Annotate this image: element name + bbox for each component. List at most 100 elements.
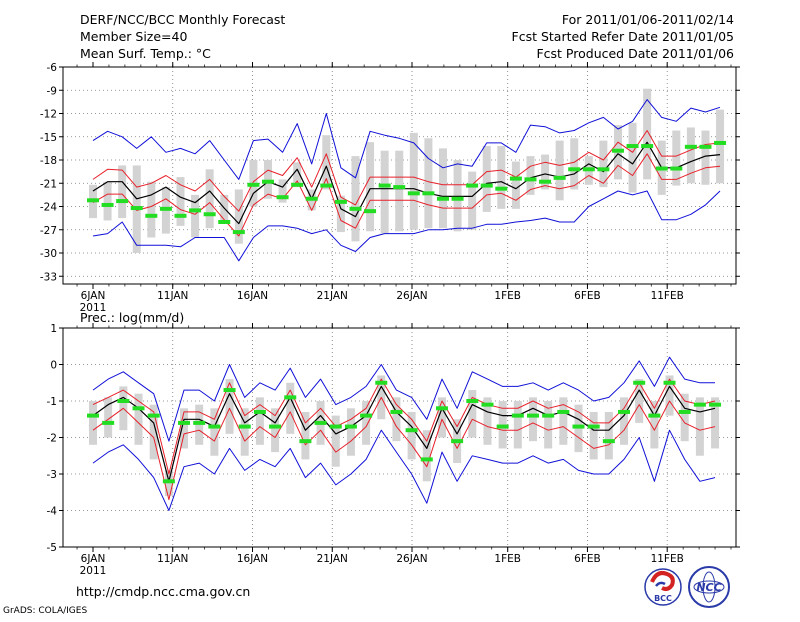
spread-bar [695,397,704,456]
spread-bar [225,379,234,434]
y-tick-label: -2 [47,433,57,445]
observed-mark [597,167,610,172]
spread-bar [438,148,447,229]
observed-mark [626,144,639,149]
spread-bar [395,150,404,232]
observed-mark [509,176,522,181]
precipitation-observed-marks [87,380,722,484]
observed-mark [364,209,377,214]
ensemble-mean-line [92,141,721,225]
x-tick-label: 6FEB [574,553,601,565]
spread-bar [422,430,431,482]
y-tick-label: -21 [40,178,57,190]
y-tick-label: -1 [47,396,57,408]
x-year-label: 2011 [80,565,107,577]
observed-mark [193,420,206,425]
observed-mark [526,413,539,418]
y-tick-label: 1 [50,323,57,335]
observed-mark [218,220,231,224]
spread-bar [620,397,629,445]
x-tick-label: 11FEB [651,553,684,565]
precipitation-panel: 1 0 -1 -2 -3 -4 -5 6JAN 11JAN 16JAN 21JAN 26JAN 1FEB… [47,323,740,577]
y-tick-label: -30 [40,248,57,260]
x-year-label: 2011 [80,302,107,314]
observed-mark [648,413,661,418]
observed-mark [360,413,373,418]
precipitation-lines [92,356,716,511]
observed-mark [572,424,585,429]
spread-bar [711,397,720,449]
spread-bar [497,146,506,209]
temperature-axes: -6 -9 -12 -15 -18 -21 -24 -27 -30 -33 6JAN 11JAN 16J… [40,62,740,314]
observed-mark [378,183,391,188]
spread-bar [650,401,659,449]
spread-bar [407,411,416,460]
observed-mark [602,439,615,444]
ncc-logo: NCC [688,566,730,608]
observed-mark [117,399,130,403]
spread-bar [589,411,598,460]
spread-bar [599,140,608,188]
spread-bar [570,138,579,190]
ensemble-mean-line [92,385,716,482]
observed-mark [269,424,282,429]
ensemble-min-line [92,429,716,511]
temperature-panel: -6 -9 -12 -15 -18 -21 -24 -27 -30 -33 6JAN 11JAN 16J… [40,62,740,314]
spread-bar [482,146,491,212]
observed-mark [87,198,99,203]
spread-bar [511,161,520,209]
spread-bar [134,393,143,445]
observed-mark [511,413,524,418]
observed-mark [159,206,172,211]
chart-title: DERF/NCC/BCC Monthly Forecast [80,12,285,27]
observed-mark [684,144,697,149]
source-url[interactable]: http://cmdp.ncc.cma.gov.cn [76,584,250,599]
x-tick-label: 21JAN [317,290,348,302]
variable-label: Mean Surf. Temp.: °C [80,46,211,61]
observed-mark [320,183,333,188]
observed-mark [495,186,508,191]
observed-mark [87,413,99,418]
spread-bar [176,177,185,226]
observed-mark [496,424,509,429]
x-tick-label: 6JAN [81,290,106,302]
spread-bar [559,397,568,445]
observed-mark [299,439,312,444]
spread-bar [716,109,725,184]
plot-frame [62,66,737,285]
y-tick-label: -24 [40,202,57,214]
member-size: Member Size=40 [80,29,187,44]
observed-mark [349,206,362,211]
observed-mark [101,202,114,207]
observed-mark [390,409,403,414]
x-tick-label: 16JAN [237,290,268,302]
observed-mark [709,402,722,407]
spread-bar [362,401,371,445]
observed-mark [422,191,435,196]
spread-bar [468,390,477,438]
x-tick-label: 6JAN [81,553,106,565]
spread-bar [424,138,433,229]
y-tick-label: -27 [40,225,57,237]
spread-bar [210,408,219,456]
ensemble-max-line [92,356,715,442]
spread-bar [392,397,401,442]
temperature-observed-marks [87,140,727,235]
spread-bar [437,397,446,438]
observed-mark [291,182,304,187]
x-tick-label: 21JAN [317,553,348,565]
observed-mark [147,413,160,418]
precip-panel-title: Prec.: log(mm/d) [80,310,184,325]
observed-mark [481,402,494,407]
precipitation-axes: 1 0 -1 -2 -3 -4 -5 6JAN 11JAN 16JAN 21JAN 26JAN 1FEB… [47,323,740,577]
observed-mark [344,424,357,429]
spread-bar [255,397,264,445]
spread-bar [301,411,310,460]
spread-bar [366,142,375,232]
spread-bar [555,140,564,201]
observed-mark [568,167,581,172]
spread-bar [240,408,249,456]
x-tick-label: 6FEB [574,290,601,302]
spread-bar [643,88,652,180]
observed-mark [145,213,158,218]
